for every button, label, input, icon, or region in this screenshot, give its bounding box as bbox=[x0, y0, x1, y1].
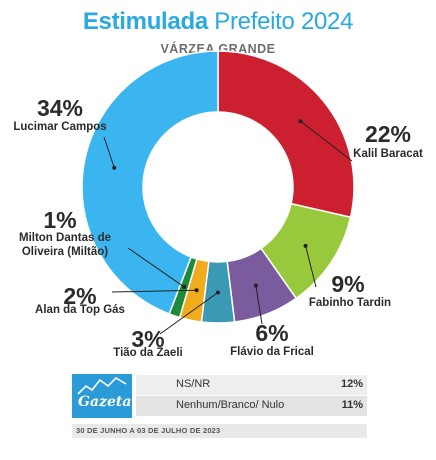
leader-dot-kalil-baracat bbox=[298, 119, 303, 124]
pct-kalil: 22% bbox=[364, 121, 412, 147]
leader-dot-alan-da-top-g-s bbox=[194, 288, 199, 293]
label-milton-line2: Oliveira (Miltão) bbox=[21, 245, 109, 258]
leader-line-alan-da-top-g-s bbox=[111, 289, 197, 293]
label-milton: Milton Dantas de Oliveira (Miltão) bbox=[10, 232, 120, 260]
leader-dot-milton-dantas-de-oliveira-milt-o bbox=[182, 284, 187, 289]
label-flavio: Flávio da Frical bbox=[230, 346, 314, 358]
chart-line-icon bbox=[77, 376, 127, 395]
label-tiao: Tião da Zaeli bbox=[113, 347, 183, 359]
leader-line-kalil-baracat bbox=[300, 120, 353, 162]
leader-line-fabinho-tardin bbox=[305, 245, 317, 288]
row-value-nulo: 11% bbox=[341, 399, 363, 411]
date-bar: 30 DE JUNHO A 03 DE JULHO DE 2023 bbox=[72, 424, 367, 438]
chart-subtitle: VÁRZEA GRANDE bbox=[160, 42, 276, 56]
leader-line-ti-o-da-zaeli bbox=[159, 292, 219, 335]
leader-dot-lucimar-campos bbox=[112, 165, 117, 170]
leader-line-fl-vio-da-frical bbox=[255, 285, 263, 325]
chart-title: Estimulada Prefeito 2024 bbox=[0, 8, 436, 36]
title-bold: Estimulada bbox=[82, 8, 208, 35]
logo-text: Gazeta bbox=[78, 394, 132, 410]
label-alan: Alan da Top Gás bbox=[35, 304, 125, 316]
pct-alan: 2% bbox=[63, 283, 97, 309]
pct-fabinho: 9% bbox=[331, 271, 365, 297]
leader-dot-fabinho-tardin bbox=[303, 243, 308, 248]
pct-lucimar: 34% bbox=[36, 95, 84, 121]
table-row-nsnr: NS/NR 12% bbox=[136, 375, 367, 395]
title-rest: Prefeito 2024 bbox=[214, 8, 354, 35]
pct-flavio: 6% bbox=[255, 320, 289, 346]
pct-milton: 1% bbox=[43, 207, 77, 233]
leader-dot-fl-vio-da-frical bbox=[253, 283, 258, 288]
gazeta-logo: Gazeta bbox=[72, 374, 132, 418]
slice-kalil-baracat bbox=[217, 50, 355, 219]
row-label-nsnr: NS/NR bbox=[176, 378, 211, 390]
leader-line-lucimar-campos bbox=[103, 136, 115, 168]
label-kalil: Kalil Baracat bbox=[353, 148, 423, 160]
date-text: 30 DE JUNHO A 03 DE JULHO DE 2023 bbox=[76, 426, 221, 435]
row-value-nsnr: 12% bbox=[340, 378, 363, 390]
leader-line-milton-dantas-de-oliveira-milt-o bbox=[127, 247, 185, 288]
table-row-nulo: Nenhum/Branco/ Nulo 11% bbox=[136, 396, 367, 416]
label-fabinho: Fabinho Tardin bbox=[308, 297, 392, 309]
label-milton-line1: Milton Dantas de bbox=[18, 232, 111, 244]
row-label-nulo: Nenhum/Branco/ Nulo bbox=[176, 399, 285, 411]
slice-lucimar-campos bbox=[81, 50, 219, 315]
label-lucimar: Lucimar Campos bbox=[13, 121, 107, 133]
leader-dot-ti-o-da-zaeli bbox=[216, 290, 220, 295]
pct-tiao: 3% bbox=[131, 326, 165, 352]
